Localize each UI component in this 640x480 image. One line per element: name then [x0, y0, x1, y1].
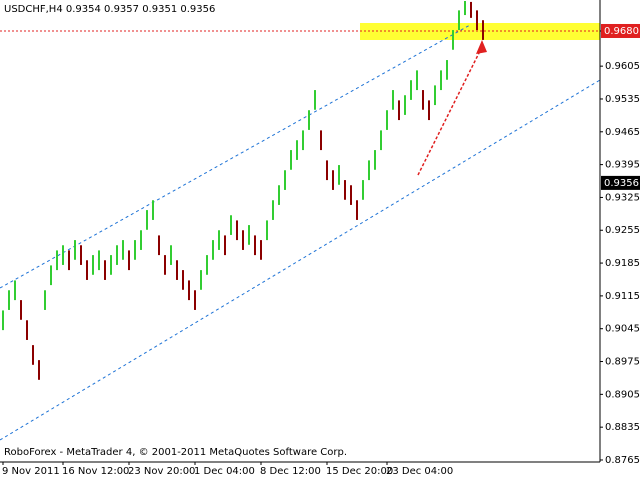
x-tick-label: 23 Dec 04:00: [386, 466, 453, 477]
y-tick-label: 0.8765: [605, 455, 640, 466]
y-tick-label: 0.8835: [605, 422, 640, 433]
price-tag: [601, 175, 640, 190]
trend-arrow: [417, 46, 483, 176]
arrow-head: [476, 40, 487, 54]
y-tick-label: 0.9465: [605, 127, 640, 138]
x-tick-label: 23 Nov 20:00: [128, 466, 195, 477]
y-tick-label: 0.9255: [605, 225, 640, 236]
x-tick-label: 16 Nov 12:00: [62, 466, 129, 477]
y-tick-label: 0.9535: [605, 94, 640, 105]
level-tag: [601, 23, 640, 38]
y-tick-label: 0.8905: [605, 389, 640, 400]
y-tick-label: 0.9115: [605, 291, 640, 302]
level-label: 0.9680: [604, 26, 639, 37]
resistance-zone: [360, 23, 600, 40]
x-tick-label: 1 Dec 04:00: [194, 466, 255, 477]
price-label: 0.9356: [604, 178, 639, 189]
x-tick-label: 15 Dec 20:00: [326, 466, 393, 477]
footer: RoboForex - MetaTrader 4, © 2001-2011 Me…: [4, 447, 347, 458]
y-tick-label: 0.9325: [605, 192, 640, 203]
y-tick-label: 0.9185: [605, 258, 640, 269]
y-tick-label: 0.8975: [605, 357, 640, 368]
y-tick-label: 0.9395: [605, 160, 640, 171]
y-tick-label: 0.9605: [605, 61, 640, 72]
y-tick-label: 0.9045: [605, 324, 640, 335]
channel-lower: [0, 79, 601, 441]
x-tick-label: 9 Nov 2011: [2, 466, 60, 477]
x-tick-label: 8 Dec 12:00: [260, 466, 321, 477]
chart-title: USDCHF,H4 0.9354 0.9357 0.9351 0.9356: [4, 4, 215, 15]
